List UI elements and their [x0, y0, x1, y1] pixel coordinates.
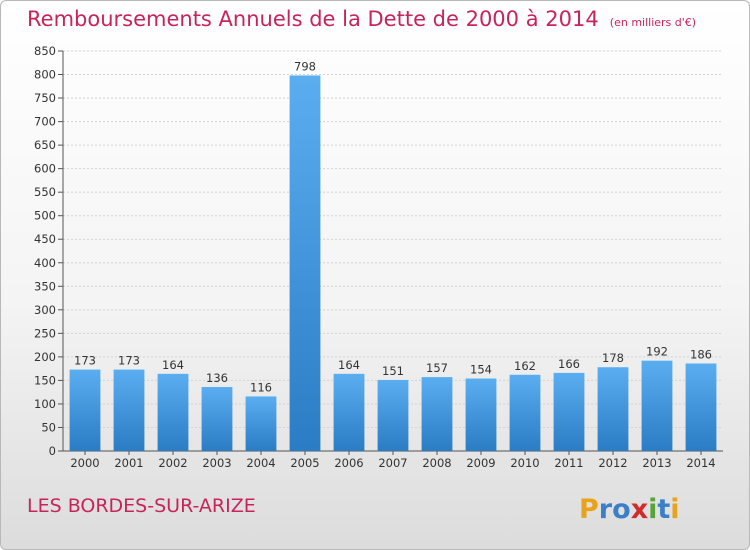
bar: [113, 369, 145, 451]
bar-value-label: 192: [646, 345, 668, 359]
x-tick-label: 2002: [158, 456, 187, 470]
x-tick-label: 2011: [554, 456, 583, 470]
city-name: LES BORDES-SUR-ARIZE: [27, 495, 256, 517]
bar-value-label: 157: [426, 361, 448, 375]
bar-value-label: 154: [470, 363, 492, 377]
y-tick-label: 850: [34, 44, 56, 58]
x-tick-label: 2009: [466, 456, 495, 470]
x-tick-label: 2008: [422, 456, 451, 470]
y-tick-label: 100: [34, 397, 56, 411]
y-tick-label: 150: [34, 373, 56, 387]
bar-value-label: 178: [602, 351, 624, 365]
x-tick-label: 2013: [642, 456, 671, 470]
y-tick-label: 0: [49, 444, 56, 458]
x-tick-label: 2001: [114, 456, 143, 470]
x-tick-label: 2005: [290, 456, 319, 470]
chart-title-main: Remboursements Annuels de la Dette de 20…: [27, 7, 599, 31]
y-tick-label: 650: [34, 138, 56, 152]
y-tick-label: 700: [34, 115, 56, 129]
bar-value-label: 173: [118, 354, 140, 368]
chart-title: Remboursements Annuels de la Dette de 20…: [27, 7, 696, 31]
bar: [201, 387, 233, 451]
bar-value-label: 151: [382, 364, 404, 378]
y-tick-label: 600: [34, 162, 56, 176]
chart-title-unit: (en milliers d'€): [609, 16, 697, 29]
bar-value-label: 162: [514, 359, 536, 373]
bar: [553, 372, 585, 451]
y-tick-label: 450: [34, 232, 56, 246]
y-tick-label: 250: [34, 326, 56, 340]
bar-value-label: 186: [690, 347, 712, 361]
x-tick-label: 2007: [378, 456, 407, 470]
y-tick-label: 400: [34, 256, 56, 270]
bar: [421, 377, 453, 451]
y-tick-label: 50: [41, 420, 56, 434]
y-tick-label: 500: [34, 209, 56, 223]
y-tick-label: 800: [34, 68, 56, 82]
bar-chart: 0 50 100 150 200 250 300 350 400 450 500 550 600 650 7…: [34, 44, 723, 470]
bar: [509, 374, 541, 451]
x-tick-label: 2006: [334, 456, 363, 470]
x-tick-label: 2014: [686, 456, 715, 470]
bar-value-label: 164: [338, 358, 360, 372]
x-tick-label: 2012: [598, 456, 627, 470]
logo-text: Proxiti: [579, 494, 680, 525]
bar-value-label: 116: [250, 380, 272, 394]
bar: [157, 373, 189, 451]
y-tick-label: 750: [34, 91, 56, 105]
bar: [377, 379, 409, 451]
bar-value-label: 164: [162, 358, 184, 372]
bar: [641, 360, 673, 451]
x-tick-label: 2003: [202, 456, 231, 470]
y-tick-label: 300: [34, 303, 56, 317]
bar-value-label: 136: [206, 371, 228, 385]
bar: [333, 373, 365, 451]
x-tick-label: 2004: [246, 456, 275, 470]
bar-value-label: 173: [74, 354, 96, 368]
proxiti-logo: Proxiti: [579, 494, 680, 525]
y-tick-label: 350: [34, 279, 56, 293]
bar: [685, 363, 717, 451]
bar-value-label: 798: [294, 59, 316, 73]
bar: [245, 396, 277, 451]
bar: [69, 369, 101, 451]
y-tick-label: 550: [34, 185, 56, 199]
x-tick-label: 2000: [70, 456, 99, 470]
bar: [289, 75, 321, 452]
bar: [465, 378, 497, 451]
y-tick-label: 200: [34, 350, 56, 364]
x-tick-label: 2010: [510, 456, 539, 470]
bar-value-label: 166: [558, 357, 580, 371]
bar: [597, 367, 629, 451]
